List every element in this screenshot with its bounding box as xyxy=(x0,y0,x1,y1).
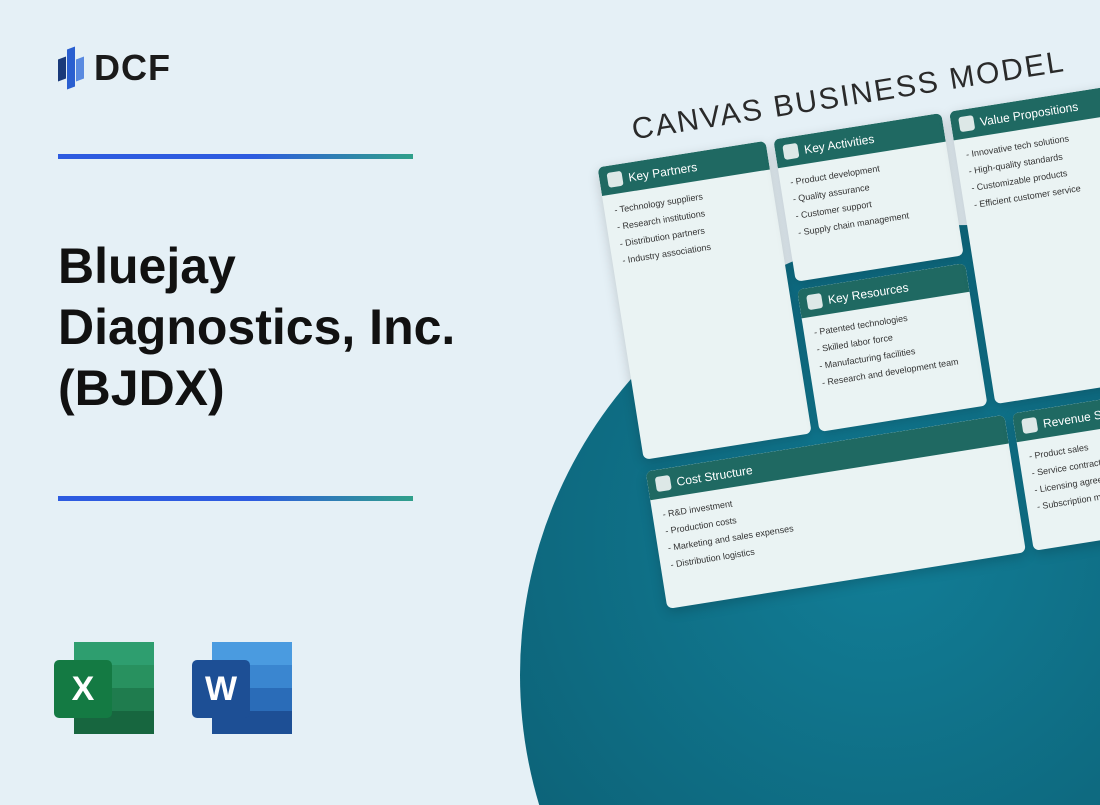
divider-bottom xyxy=(58,496,413,501)
card-title: Key Activities xyxy=(803,131,875,156)
excel-file-icon[interactable]: X xyxy=(54,636,158,740)
sliders-icon xyxy=(655,475,672,492)
grid-icon xyxy=(958,115,975,132)
brand-logo: DCF xyxy=(58,44,171,92)
file-icons-row: X W xyxy=(54,636,296,740)
excel-badge: X xyxy=(54,660,112,718)
brand-mark-icon xyxy=(58,44,84,92)
word-file-icon[interactable]: W xyxy=(192,636,296,740)
link-icon xyxy=(607,171,624,188)
page-root: DCF Bluejay Diagnostics, Inc. (BJDX) X W… xyxy=(0,0,1100,805)
canvas-graphic: CANVAS BUSINESS MODEL Key Partners Techn… xyxy=(590,7,1100,609)
card-body: Patented technologies Skilled labor forc… xyxy=(802,292,988,432)
db-icon xyxy=(806,293,823,310)
money-icon xyxy=(1021,417,1038,434)
page-title: Bluejay Diagnostics, Inc. (BJDX) xyxy=(58,236,488,419)
card-title: Cost Structure xyxy=(676,462,754,488)
canvas-col-2: Key Activities Product development Quali… xyxy=(773,113,987,432)
card-title: Revenue S xyxy=(1042,407,1100,430)
people-icon xyxy=(782,143,799,160)
card-key-activities: Key Activities Product development Quali… xyxy=(773,113,963,282)
card-title: Key Partners xyxy=(627,159,698,184)
word-badge: W xyxy=(192,660,250,718)
divider-top xyxy=(58,154,413,159)
card-key-resources: Key Resources Patented technologies Skil… xyxy=(797,263,987,432)
brand-name: DCF xyxy=(94,47,171,89)
